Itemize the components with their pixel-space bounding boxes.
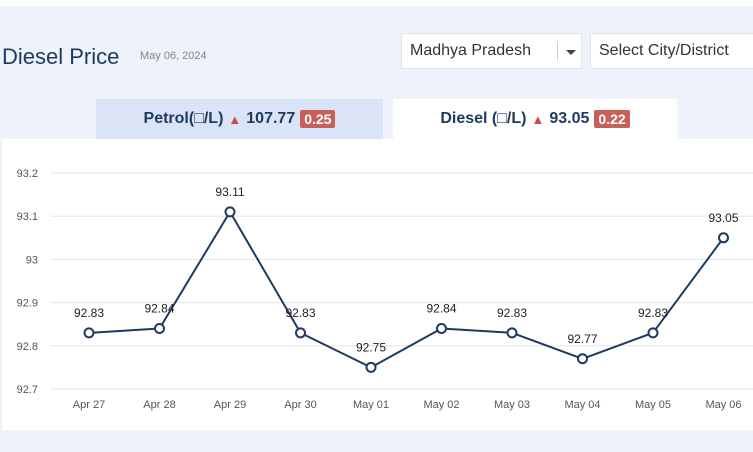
tab-petrol[interactable]: Petrol(□/L) ▲ 107.77 0.25 — [96, 99, 383, 139]
y-tick-label: 93.2 — [17, 168, 38, 180]
tab-petrol-change-badge: 0.25 — [300, 110, 336, 128]
data-label: 92.83 — [74, 306, 104, 320]
data-label: 92.75 — [356, 340, 386, 354]
top-strip — [0, 0, 753, 6]
data-point — [224, 206, 236, 218]
y-tick-label: 93 — [26, 254, 38, 266]
x-tick-label: May 02 — [423, 399, 459, 411]
tab-diesel-change-badge: 0.22 — [594, 110, 630, 128]
tab-diesel-price: 93.05 — [549, 110, 590, 127]
data-point — [295, 327, 306, 339]
tab-diesel-label: Diesel (□/L) — [440, 110, 527, 127]
chevron-down-icon — [566, 50, 576, 55]
x-tick-label: May 04 — [564, 399, 600, 411]
page-title: Diesel Price — [2, 44, 120, 69]
data-label: 92.83 — [497, 306, 527, 320]
data-point — [83, 327, 95, 339]
chart-panel: 92.7 92.8 92.9 93 93.1 93.2 Apr 27 Apr 28 Apr 29… — [2, 139, 753, 430]
tab-petrol-label: Petrol(□/L) — [143, 110, 224, 127]
state-select-value: Madhya Pradesh — [410, 42, 531, 59]
series-line — [88, 210, 725, 369]
data-point — [506, 327, 518, 339]
data-label: 92.77 — [567, 332, 597, 346]
y-tick-label: 92.9 — [17, 298, 38, 310]
arrow-up-icon: ▲ — [228, 111, 242, 127]
x-tick-label: Apr 30 — [284, 399, 316, 411]
data-label: 92.84 — [426, 302, 456, 316]
arrow-up-icon: ▲ — [531, 111, 545, 127]
data-label: 93.05 — [708, 211, 738, 225]
x-tick-label: May 01 — [353, 399, 389, 411]
x-tick-label: May 06 — [705, 399, 741, 411]
y-tick-label: 92.7 — [17, 384, 38, 396]
state-select[interactable]: Madhya Pradesh — [401, 33, 582, 69]
data-point — [718, 232, 729, 244]
data-point — [577, 353, 588, 365]
price-line-chart: 92.7 92.8 92.9 93 93.1 93.2 Apr 27 Apr 28 Apr 29… — [17, 168, 753, 411]
x-tick-label: Apr 29 — [214, 399, 246, 411]
data-label: 92.83 — [285, 306, 315, 320]
city-select[interactable]: Select City/District — [590, 33, 753, 69]
price-date: May 06, 2024 — [140, 50, 207, 62]
data-point — [365, 361, 377, 373]
y-tick-label: 93.1 — [17, 211, 38, 223]
data-point — [436, 323, 447, 335]
city-select-placeholder: Select City/District — [599, 42, 729, 59]
data-label: 93.11 — [215, 185, 244, 199]
data-point — [647, 327, 659, 339]
data-point — [154, 323, 165, 335]
data-label: 92.84 — [144, 302, 174, 316]
data-label: 92.83 — [638, 306, 668, 320]
select-divider — [557, 41, 558, 61]
tab-diesel[interactable]: Diesel (□/L) ▲ 93.05 0.22 — [393, 99, 677, 139]
x-tick-label: Apr 27 — [73, 399, 105, 411]
x-tick-label: May 05 — [635, 399, 671, 411]
x-tick-label: May 03 — [494, 399, 530, 411]
x-tick-label: Apr 28 — [143, 399, 175, 411]
y-tick-label: 92.8 — [17, 341, 38, 353]
tab-petrol-price: 107.77 — [246, 110, 296, 127]
